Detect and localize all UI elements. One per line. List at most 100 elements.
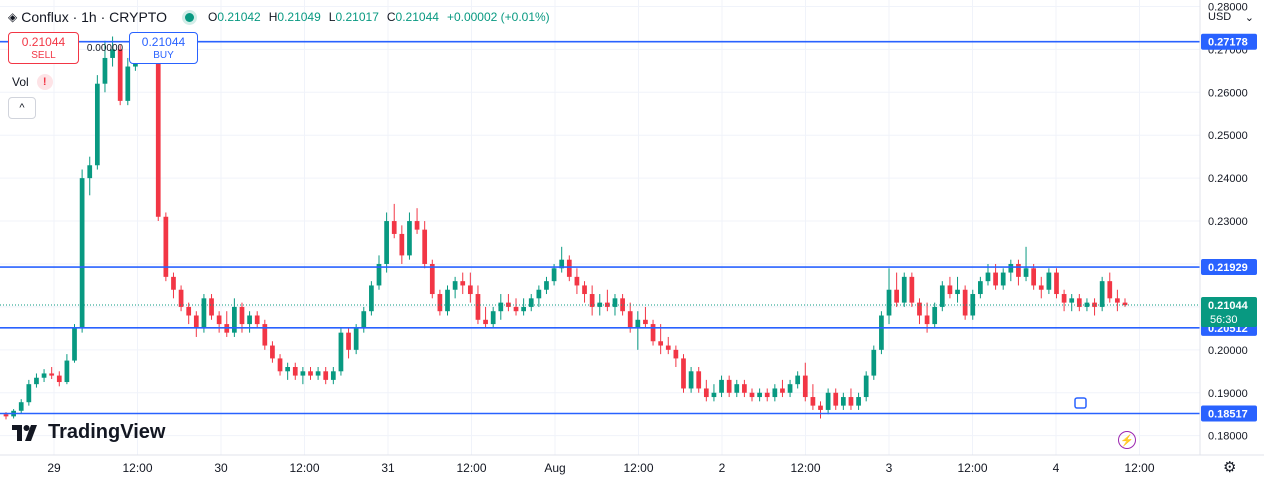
last-price-badge: [1201, 297, 1257, 328]
x-tick-label: 12:00: [957, 461, 987, 475]
candle-body: [338, 332, 344, 372]
candle: [726, 375, 732, 398]
candle: [1008, 259, 1014, 282]
candle: [64, 354, 70, 385]
candle: [94, 75, 100, 170]
sell-price: 0.21044: [21, 35, 66, 49]
candle: [993, 263, 998, 290]
candle: [369, 281, 374, 316]
candle-body: [574, 276, 580, 286]
candle-body: [361, 311, 367, 329]
candle: [437, 289, 443, 316]
volume-indicator[interactable]: Vol !: [12, 74, 53, 90]
candle-body: [292, 367, 298, 376]
candle-body: [483, 319, 488, 325]
candle: [117, 45, 123, 106]
candle-body: [429, 263, 435, 295]
candle-body: [635, 319, 641, 329]
candle: [665, 336, 671, 355]
candle-body: [308, 371, 313, 376]
candle-body: [232, 306, 237, 333]
candle-body: [1000, 272, 1006, 286]
candle-body: [993, 272, 998, 286]
candle: [178, 285, 184, 312]
candle-body: [18, 402, 24, 411]
candle: [376, 255, 382, 290]
candle-body: [764, 392, 770, 398]
candle-body: [239, 306, 245, 325]
candle: [399, 225, 405, 264]
candle-body: [985, 272, 991, 282]
candle: [216, 311, 222, 333]
horizontal-lines[interactable]: [0, 40, 1200, 415]
x-tick-label: 12:00: [122, 461, 152, 475]
candle-body: [353, 328, 359, 350]
candle: [452, 276, 458, 299]
candle-body: [300, 371, 306, 376]
candle: [353, 324, 359, 355]
candle-body: [49, 373, 55, 376]
candle-body: [742, 384, 747, 393]
candle-body: [696, 371, 702, 389]
x-tick-label: 2: [719, 461, 726, 475]
gear-icon[interactable]: ⚙: [1223, 459, 1237, 476]
candle-body: [673, 349, 679, 359]
candle: [863, 371, 869, 402]
buy-button[interactable]: 0.21044 BUY: [129, 32, 198, 64]
candle: [589, 285, 595, 316]
symbol-title[interactable]: Conflux · 1h · CRYPTO: [21, 9, 167, 25]
candle-body: [1069, 298, 1075, 303]
candle-body: [163, 216, 169, 277]
price-change: +0.00002 (+0.01%): [446, 10, 550, 24]
candle-body: [110, 49, 115, 58]
collapse-button[interactable]: ^: [8, 97, 36, 119]
warning-icon[interactable]: !: [36, 74, 53, 90]
candle-body: [330, 371, 336, 380]
candle-body: [772, 388, 778, 398]
candle: [429, 259, 435, 299]
line-drag-handle[interactable]: [1074, 397, 1087, 409]
x-tick-label: 4: [1053, 461, 1060, 475]
flash-icon[interactable]: ⚡: [1118, 431, 1136, 449]
candle-body: [582, 285, 587, 295]
candle-body: [947, 285, 953, 295]
candles: [3, 32, 1128, 420]
candle-body: [1107, 281, 1113, 299]
candle-body: [171, 276, 176, 290]
candle: [330, 367, 336, 385]
candle: [521, 298, 526, 316]
candle: [643, 306, 648, 329]
volume-label: Vol: [12, 75, 29, 89]
candle-body: [711, 392, 717, 398]
candle-body: [795, 375, 801, 385]
candle: [1107, 272, 1113, 303]
candle-body: [270, 345, 275, 359]
candle-body: [901, 276, 907, 303]
tradingview-logo[interactable]: TradingView: [12, 421, 165, 444]
candle-body: [1061, 294, 1067, 303]
candle: [764, 388, 770, 402]
sell-button[interactable]: 0.21044 SELL: [8, 32, 79, 64]
candle: [490, 306, 496, 329]
candle: [1076, 294, 1082, 312]
candle: [901, 272, 907, 307]
candle: [346, 328, 351, 359]
candle: [719, 375, 724, 398]
candle: [467, 272, 473, 303]
x-tick-label: Aug: [544, 461, 565, 475]
candle: [422, 221, 428, 269]
candle-body: [1038, 285, 1044, 290]
time-axis[interactable]: 29 12:00 30 12:00 31 12:00 Aug 12:00 2 12:00 3 12:0…: [47, 461, 1155, 475]
horizontal-line-price: 0.27178: [1208, 37, 1248, 49]
candle: [734, 379, 740, 398]
candle: [1023, 246, 1029, 282]
symbol-icon: ◈: [8, 10, 18, 24]
candle-body: [932, 306, 938, 325]
candle: [26, 379, 32, 406]
chevron-down-icon: ⌄: [1244, 11, 1254, 24]
y-tick-label: 0.19000: [1208, 388, 1248, 400]
currency-select[interactable]: USD ⌄: [1204, 6, 1258, 28]
candle: [635, 311, 641, 350]
